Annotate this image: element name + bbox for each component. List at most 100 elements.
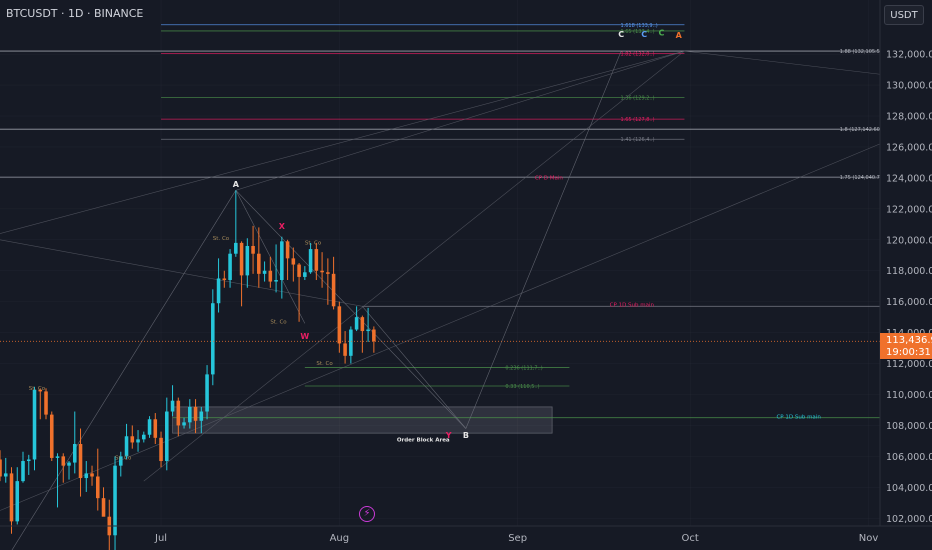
candle — [285, 239, 290, 281]
fib-level-label: 0.33 (110,5..) — [505, 384, 539, 390]
candle-body — [314, 249, 319, 271]
candle-body — [228, 253, 232, 281]
candle-body — [21, 461, 25, 482]
pattern-line — [0, 239, 363, 307]
candle — [199, 406, 204, 434]
candle-body — [130, 436, 135, 443]
candle — [61, 453, 66, 483]
candle-body — [262, 270, 267, 274]
candle — [308, 242, 313, 274]
annotation-label: St. Co — [316, 361, 333, 367]
candle — [21, 451, 25, 483]
candle-body — [44, 391, 48, 415]
candle-body — [32, 389, 37, 460]
candle-body — [337, 306, 342, 344]
annotation-label: St. Co — [270, 319, 287, 325]
candle-body — [245, 245, 250, 276]
candle — [182, 417, 186, 429]
candle-body — [72, 444, 77, 463]
time-tick-label: Jul — [154, 533, 167, 544]
candle-body — [199, 411, 204, 421]
pattern-line — [11, 190, 237, 550]
annotation-label: St. Co — [115, 455, 132, 461]
candle — [0, 450, 2, 482]
fib-level-label: 1.88 (132,105.56) — [840, 49, 885, 55]
bar-countdown: 19:00:31 — [886, 347, 931, 358]
candle — [130, 425, 135, 449]
candle-body — [84, 473, 89, 479]
candle-body — [205, 374, 209, 412]
candle-body — [193, 406, 198, 421]
price-tick-label: 122,000.00 — [886, 204, 932, 215]
candle-body — [291, 258, 296, 265]
wave-labels: A X W Y B C C C A — [233, 29, 683, 440]
candle — [211, 289, 215, 386]
candle — [188, 399, 192, 429]
candle-body — [308, 249, 313, 273]
candle — [159, 431, 163, 468]
price-tick-label: 132,000.00 — [886, 50, 932, 61]
candle-body — [49, 414, 54, 458]
candle-body — [55, 456, 60, 458]
candle — [147, 416, 152, 438]
time-tick-label: Sep — [508, 533, 527, 544]
annotation-label: St. Co — [29, 386, 46, 392]
candle-body — [67, 462, 71, 466]
fib-levels: 1.618 (133,9..)1.65 (133,4..) 1.88 (132,1… — [0, 23, 885, 419]
price-tick-label: 104,000.00 — [886, 483, 932, 494]
candle — [142, 431, 146, 443]
candle-body — [297, 264, 301, 277]
candle — [26, 454, 31, 475]
candle — [205, 365, 209, 420]
wave-label: W — [300, 332, 309, 341]
candle — [113, 456, 117, 550]
annotation-label: CP 1D Sub main — [776, 414, 821, 420]
symbol-title[interactable]: BTCUSDT · 1D · BINANCE — [6, 7, 144, 20]
candle — [165, 397, 169, 471]
candle-body — [61, 456, 66, 466]
fib-level-label: 1.36 (129,2..) — [620, 95, 654, 101]
candle-body — [216, 278, 221, 304]
candle-body — [251, 245, 255, 254]
fib-level-label: 1.82 (132,0..) — [620, 51, 654, 57]
candle-body — [113, 465, 117, 536]
candle — [216, 258, 221, 313]
annotation-label: CP D Main — [535, 175, 564, 181]
price-tick-label: 130,000.00 — [886, 81, 932, 92]
candle — [320, 252, 324, 288]
candle-body — [26, 459, 31, 462]
annotation-label: St. Co — [305, 240, 322, 246]
candle — [262, 261, 267, 282]
candle — [222, 270, 227, 288]
pattern-line — [235, 50, 685, 191]
candle-body — [331, 273, 336, 307]
price-tick-label: 126,000.00 — [886, 142, 932, 153]
candle-body — [303, 272, 307, 277]
price-tick-label: 116,000.00 — [886, 297, 932, 308]
flash-icon[interactable]: ⚡ — [359, 506, 375, 522]
price-tick-label: 118,000.00 — [886, 266, 932, 277]
candle — [314, 242, 319, 281]
wave-label: C — [641, 30, 647, 39]
candle-body — [101, 498, 106, 517]
candle — [372, 326, 376, 353]
candle — [119, 451, 123, 477]
pattern-line — [143, 50, 685, 482]
annotation-label: CP 1D Sub main — [610, 302, 655, 308]
candle — [343, 331, 347, 364]
pattern-line — [0, 143, 881, 511]
price-tick-label: 124,000.00 — [886, 173, 932, 184]
candle-body — [274, 280, 278, 282]
candle-body — [280, 241, 284, 281]
currency-button[interactable]: USDT — [884, 5, 924, 25]
candle — [239, 241, 244, 307]
candle — [67, 461, 71, 480]
candle-body — [234, 242, 238, 254]
candle-body — [153, 419, 158, 438]
candle — [228, 249, 232, 288]
time-axis: Jul Aug Sep Oct Nov — [154, 533, 878, 544]
time-tick-label: Nov — [859, 533, 879, 544]
annotations: CP D Main CP 1D Sub main CP 1D Sub main St.… — [29, 175, 822, 461]
